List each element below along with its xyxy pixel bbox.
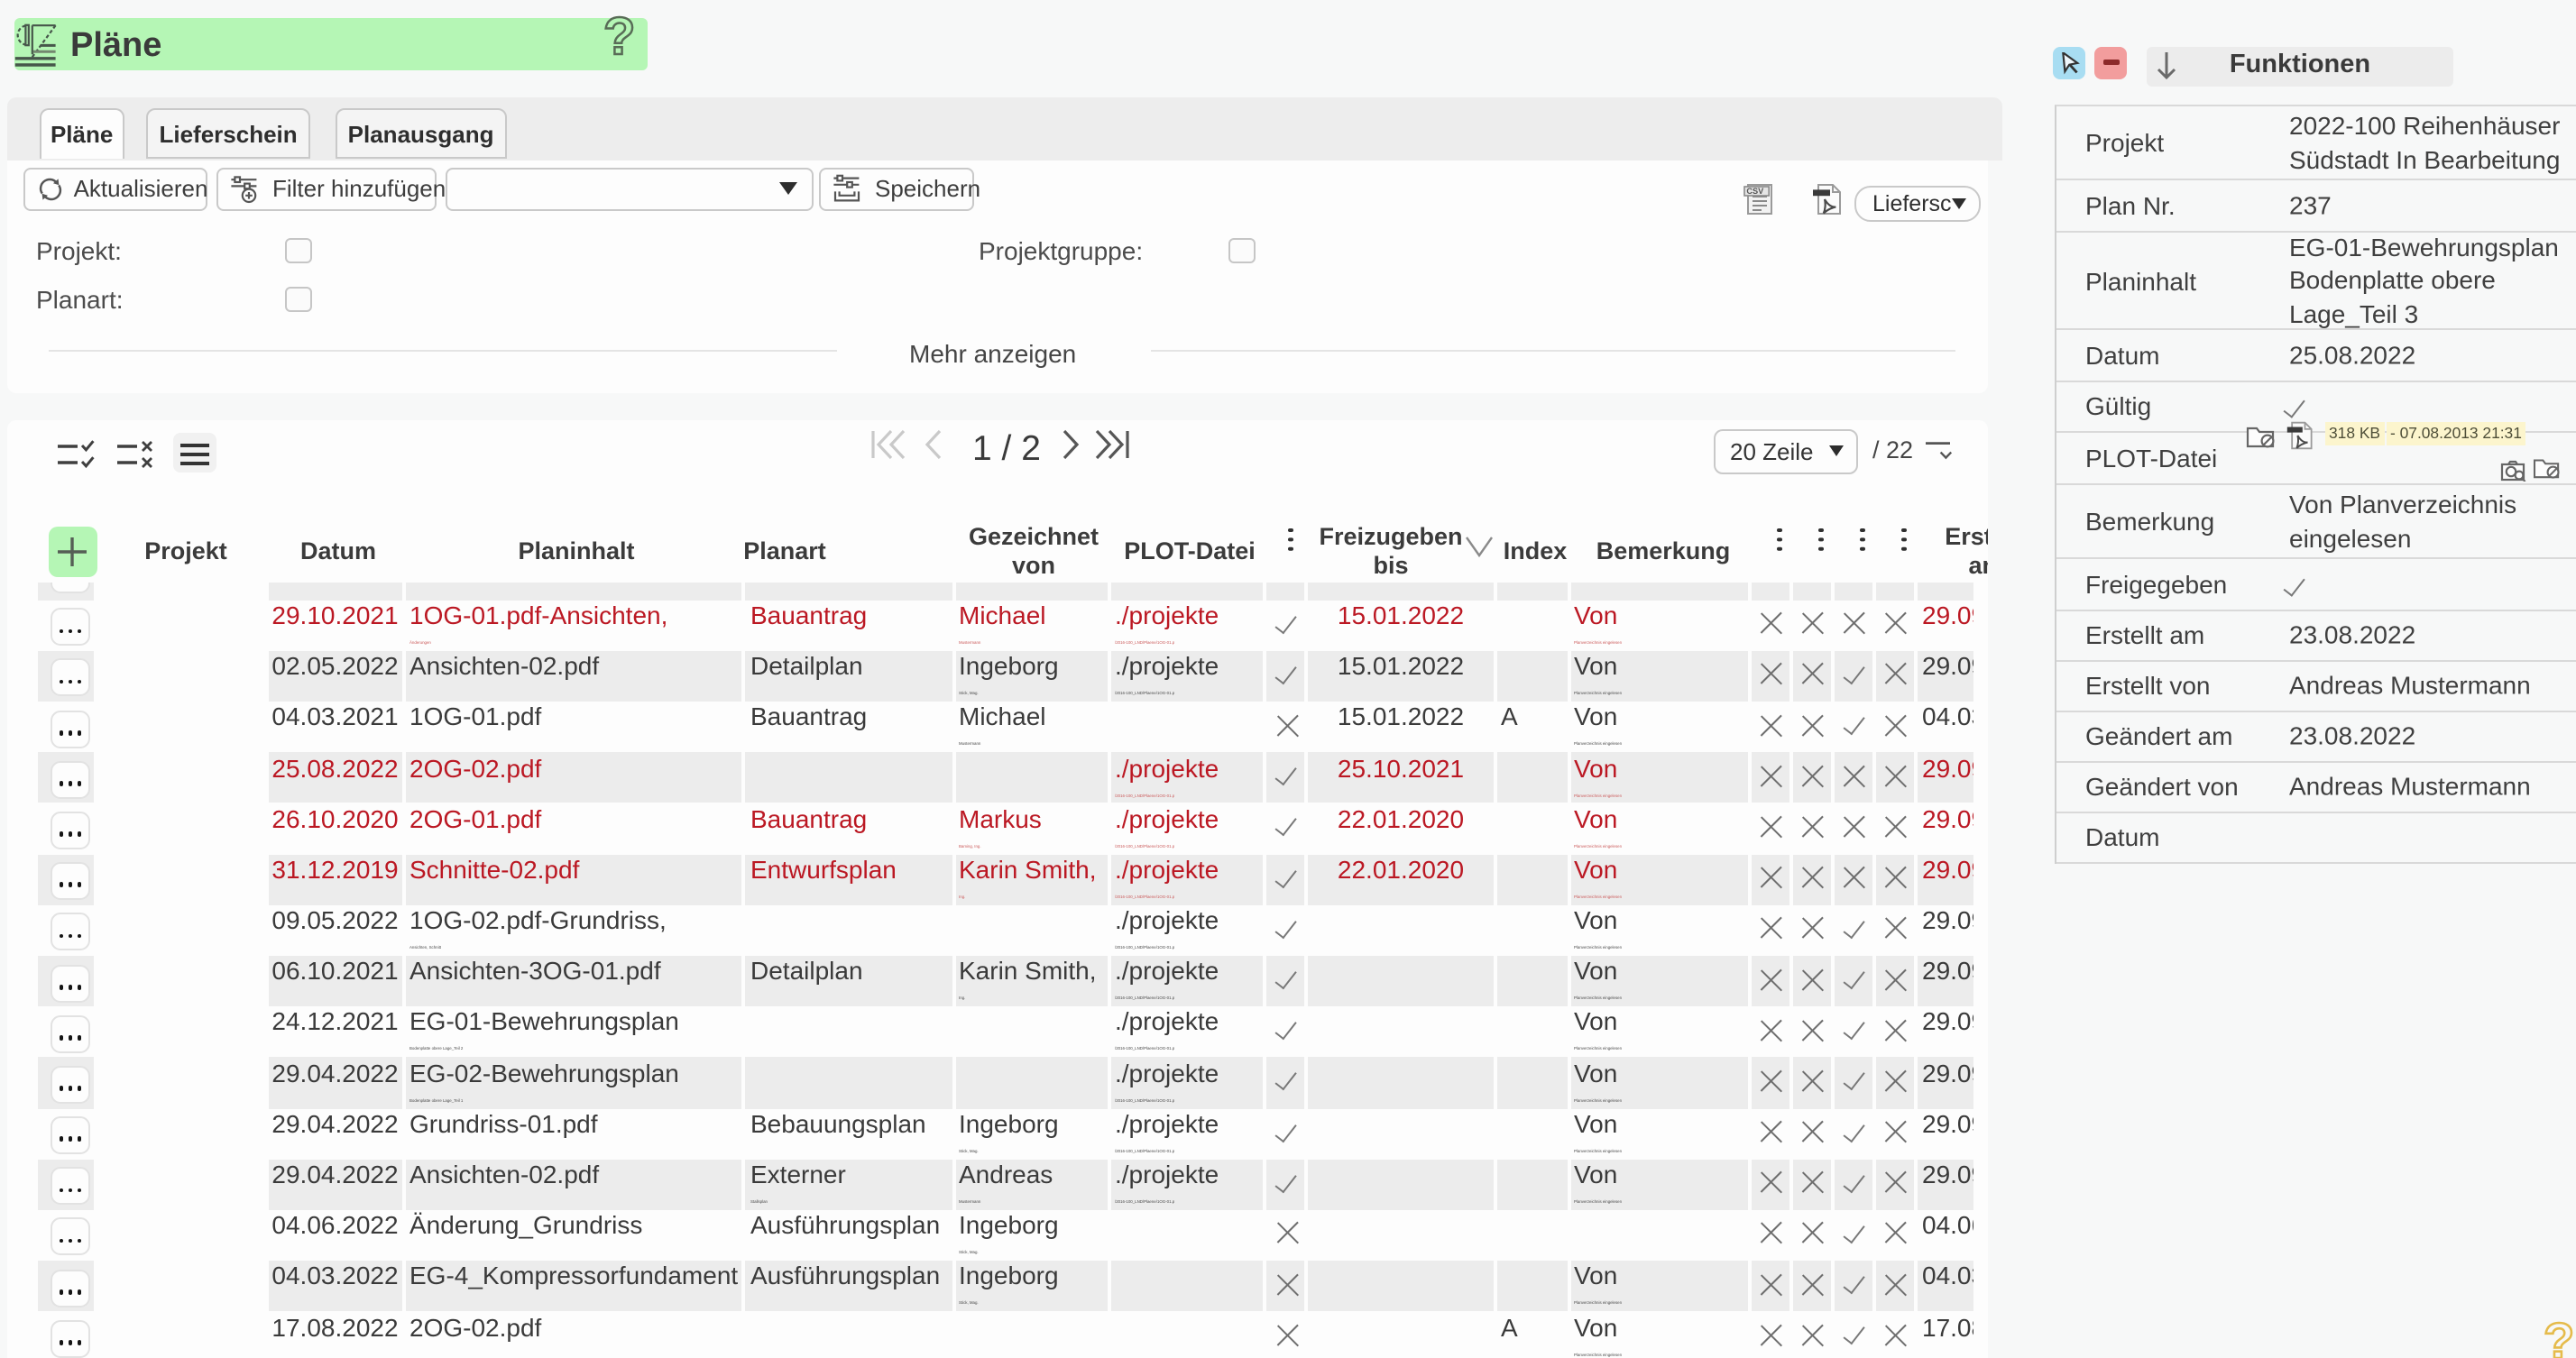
svg-text:CSV: CSV xyxy=(1746,188,1764,197)
